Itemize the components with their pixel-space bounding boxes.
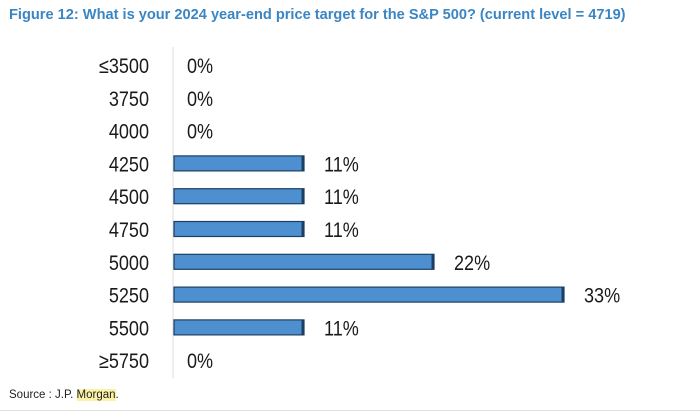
source-prefix: Source : J.P. [9, 389, 77, 401]
bar-end-cap [301, 155, 304, 171]
category-label: 4250 [109, 153, 149, 177]
value-label: 0% [187, 350, 213, 374]
value-label: 0% [187, 55, 213, 79]
bar [173, 155, 305, 172]
value-label: 22% [454, 252, 490, 276]
value-label: 11% [324, 317, 359, 341]
bar-end-cap [301, 221, 304, 237]
bar-end-cap [301, 319, 304, 335]
value-label: 33% [584, 284, 620, 308]
value-label: 11% [324, 186, 359, 210]
category-label: 5250 [109, 284, 149, 308]
source-note: Source : J.P. Morgan. [9, 389, 119, 401]
value-label: 0% [187, 88, 213, 112]
category-label: 5500 [109, 317, 149, 341]
category-label: ≤3500 [99, 55, 149, 79]
category-label: 4500 [109, 186, 149, 210]
category-label: 3750 [109, 88, 149, 112]
bar [173, 253, 435, 270]
value-label: 0% [187, 120, 213, 144]
bar [173, 286, 565, 303]
bar-end-cap [431, 254, 434, 270]
source-suffix: . [115, 389, 119, 401]
category-label: 4750 [109, 219, 149, 243]
figure-title: Figure 12: What is your 2024 year-end pr… [9, 7, 626, 23]
bar-end-cap [301, 188, 304, 204]
labels-layer: ≤3500 0% 3750 0% 4000 0% 4250 11% 4500 11% 4750 11%… [99, 55, 620, 374]
category-label: 4000 [109, 120, 149, 144]
bar [173, 319, 305, 336]
source-highlight: Morgan [76, 389, 116, 401]
category-label: 5000 [109, 252, 149, 276]
value-label: 11% [324, 219, 359, 243]
bottom-divider [0, 410, 700, 411]
bar-end-cap [561, 287, 564, 303]
bars-layer [173, 155, 565, 336]
bar [173, 220, 305, 238]
value-label: 11% [324, 153, 359, 177]
category-label: ≥5750 [99, 350, 149, 374]
bar [173, 188, 305, 205]
